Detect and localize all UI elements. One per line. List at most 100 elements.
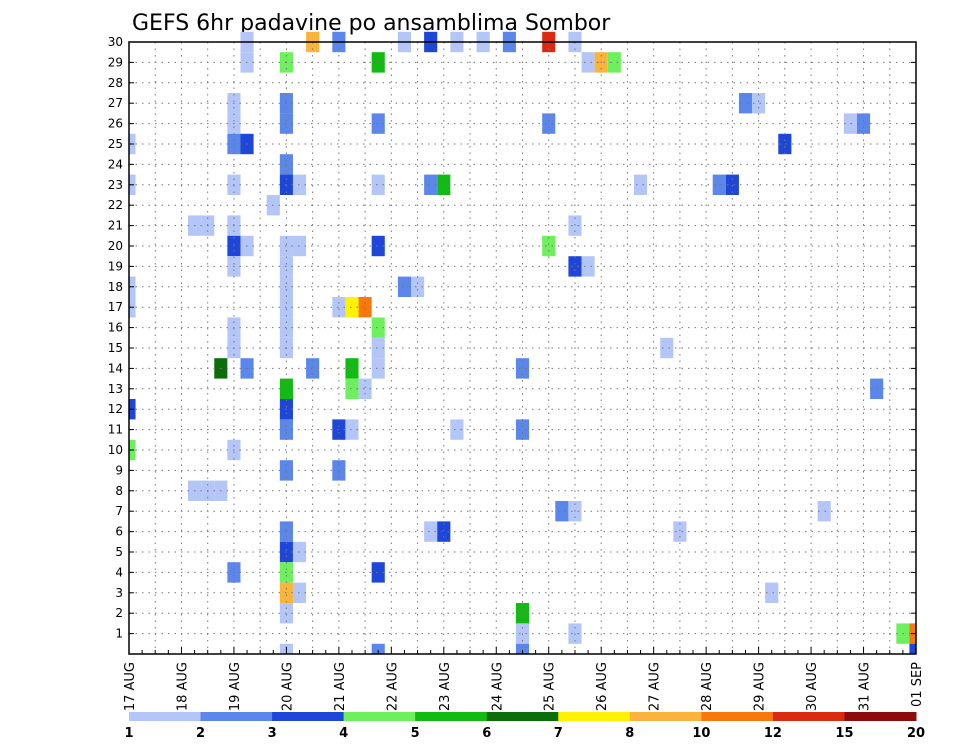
precip-cell <box>345 419 359 440</box>
colorbar-label: 7 <box>554 726 563 741</box>
precip-cell <box>437 521 451 542</box>
colorbar-label: 4 <box>339 726 348 741</box>
x-tick-label: 01 SEP <box>910 662 925 707</box>
precip-cell <box>515 419 530 440</box>
y-tick-label: 28 <box>108 76 123 90</box>
y-tick-label: 4 <box>115 565 123 579</box>
x-tick-label: 30 AUG <box>805 662 820 711</box>
precip-cell <box>424 174 438 195</box>
precip-cell <box>765 582 779 603</box>
colorbar-segment <box>272 712 345 721</box>
y-tick-label: 2 <box>115 606 123 620</box>
precip-cell <box>568 215 582 236</box>
y-tick-label: 29 <box>108 55 123 69</box>
y-tick-label: 11 <box>108 423 123 437</box>
precip-cell <box>437 174 451 195</box>
precip-cell <box>345 358 359 379</box>
colorbar-segment <box>558 712 631 721</box>
precip-cell <box>817 501 831 522</box>
x-tick-label: 19 AUG <box>228 662 243 711</box>
chart-title: GEFS 6hr padavine po ansamblima Sombor <box>132 11 611 36</box>
colorbar-label: 6 <box>482 726 491 741</box>
precip-cell <box>397 276 412 297</box>
x-tick-label: 29 AUG <box>753 662 768 711</box>
colorbar: 1 2 3 4 5 6 7 8 10 12 15 20 <box>124 712 925 741</box>
colorbar-label: 2 <box>196 726 205 741</box>
precip-cell <box>515 603 530 624</box>
y-tick-label: 13 <box>108 382 123 396</box>
colorbar-segment <box>701 712 774 721</box>
y-tick-label: 5 <box>115 545 123 559</box>
colorbar-segment <box>129 712 202 721</box>
x-tick-label: 22 AUG <box>385 662 400 711</box>
precip-cell <box>515 643 530 654</box>
precip-cell <box>581 256 595 277</box>
y-tick-label: 21 <box>108 219 123 233</box>
y-tick-label: 18 <box>108 280 123 294</box>
y-tick-label: 19 <box>108 259 123 273</box>
colorbar-segment <box>772 712 845 721</box>
y-tick-label: 17 <box>108 300 123 314</box>
precip-cell <box>542 235 556 257</box>
x-axis: 17 AUG 18 AUG 19 AUG 20 AUG 21 AUG 22 AUG 23 A… <box>123 647 925 711</box>
x-tick-label: 23 AUG <box>438 662 453 711</box>
y-tick-label: 22 <box>108 198 123 212</box>
precip-cell <box>345 297 359 318</box>
precip-cell <box>607 52 621 73</box>
precip-cell <box>371 174 385 195</box>
y-tick-label: 12 <box>108 402 123 416</box>
precip-cell <box>292 235 307 257</box>
colorbar-label: 15 <box>835 726 853 741</box>
x-tick-label: 26 AUG <box>595 662 610 711</box>
y-tick-label: 14 <box>108 361 123 375</box>
y-tick-label: 30 <box>108 35 123 49</box>
precip-cell <box>358 378 372 399</box>
precip-cell <box>843 113 857 134</box>
x-tick-label: 24 AUG <box>490 662 505 711</box>
precip-cell <box>450 419 464 440</box>
precip-cell <box>712 174 726 195</box>
colorbar-label: 8 <box>625 726 634 741</box>
precip-cell <box>292 174 307 195</box>
colorbar-segment <box>200 712 273 721</box>
y-tick-label: 26 <box>108 117 123 131</box>
colorbar-segment <box>486 712 559 721</box>
x-tick-label: 20 AUG <box>280 662 295 711</box>
y-tick-label: 25 <box>108 137 123 151</box>
precip-cell <box>371 358 385 379</box>
x-tick-label: 18 AUG <box>175 662 190 711</box>
colorbar-segment <box>343 712 416 721</box>
colorbar-segment <box>844 712 917 721</box>
precip-cell <box>371 235 385 257</box>
precip-cell <box>371 643 385 654</box>
colorbar-label: 10 <box>692 726 710 741</box>
y-tick-label: 3 <box>115 586 123 600</box>
precip-cell <box>778 133 792 155</box>
colorbar-segment <box>415 712 488 721</box>
y-tick-label: 24 <box>108 157 123 171</box>
precip-cell <box>660 337 674 359</box>
y-tick-label: 16 <box>108 321 123 335</box>
x-tick-label: 27 AUG <box>648 662 663 711</box>
precip-cell <box>424 521 438 542</box>
cells-layer <box>129 31 916 654</box>
colorbar-label: 20 <box>907 726 925 741</box>
y-tick-label: 10 <box>108 443 123 457</box>
colorbar-label: 3 <box>268 726 277 741</box>
precip-cell <box>292 541 307 563</box>
precip-cell <box>371 52 385 73</box>
precip-cell <box>568 256 582 277</box>
y-tick-label: 8 <box>115 484 123 498</box>
precip-cell <box>345 378 359 399</box>
precip-cell <box>542 113 556 134</box>
y-tick-label: 1 <box>115 627 123 641</box>
y-tick-label: 20 <box>108 239 123 253</box>
precip-cell <box>371 562 385 583</box>
colorbar-label: 12 <box>764 726 782 741</box>
y-tick-label: 27 <box>108 96 123 110</box>
precip-cell <box>752 93 766 114</box>
y-axis: 1234567891011121314151617181920212223242… <box>108 35 916 641</box>
colorbar-label: 5 <box>411 726 420 741</box>
